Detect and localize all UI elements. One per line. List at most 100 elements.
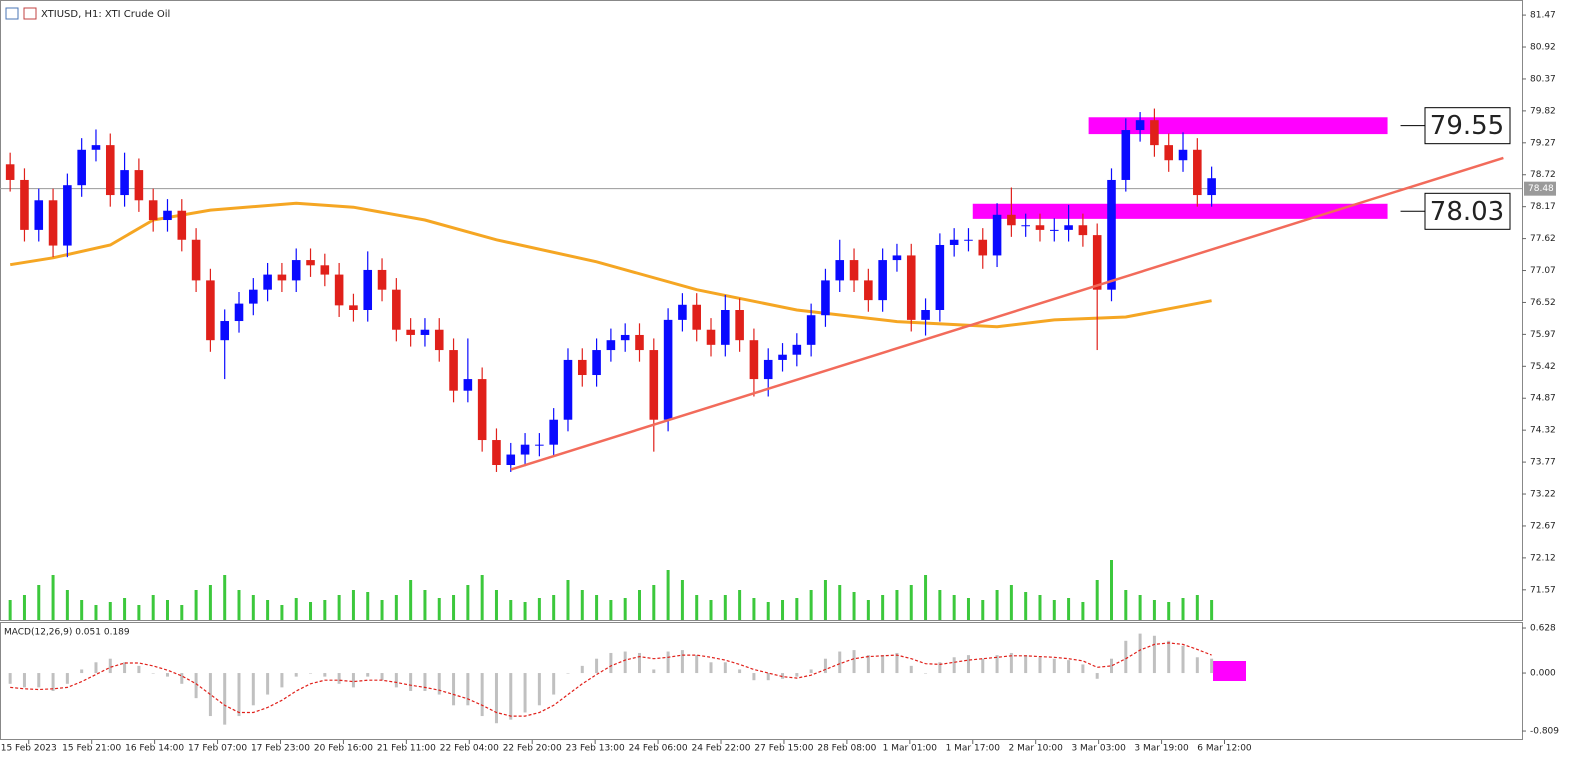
candle-body	[906, 255, 916, 320]
volume-bar	[94, 605, 98, 620]
macd-bar	[1095, 673, 1099, 679]
candle-body	[320, 265, 330, 275]
macd-bar	[123, 662, 127, 674]
macd-bar	[294, 673, 298, 677]
macd-bar	[351, 673, 355, 688]
volume-bar	[938, 590, 942, 620]
candle-body	[563, 359, 573, 420]
candle-body	[1193, 149, 1202, 196]
candle-body	[234, 303, 244, 322]
volume-bar	[323, 600, 327, 620]
macd-bar	[452, 673, 456, 706]
y-tick-label: 73.77	[1530, 458, 1556, 468]
macd-bar	[280, 673, 284, 688]
volume-bar	[852, 592, 856, 620]
volume-bar	[552, 595, 556, 620]
volume-bar	[423, 590, 427, 620]
candle-body	[806, 315, 816, 345]
macd-bar	[909, 665, 913, 674]
y-tick-label: -0.809	[1530, 727, 1559, 737]
macd-bar	[337, 673, 341, 684]
volume-bar	[566, 580, 570, 620]
volume-bar	[22, 595, 26, 620]
y-tick-label: 72.12	[1530, 553, 1556, 563]
chart-title: XTIUSD, H1: XTI Crude Oil	[41, 9, 170, 20]
y-tick-label: 73.22	[1530, 490, 1556, 500]
candle-body	[1207, 178, 1216, 196]
volume-bar	[895, 590, 899, 620]
volume-bar	[523, 602, 527, 620]
volume-bar	[1181, 598, 1185, 620]
macd-bar	[137, 665, 141, 674]
macd-bar	[995, 655, 999, 674]
macd-bar	[781, 673, 785, 679]
y-tick-label: 79.82	[1530, 106, 1556, 116]
y-tick-label: 74.87	[1530, 394, 1556, 404]
candle-body	[105, 145, 115, 196]
volume-bar	[1081, 602, 1085, 620]
macd-bar	[866, 655, 870, 674]
y-tick-label: 81.47	[1530, 11, 1556, 21]
y-tick-label: 75.42	[1530, 362, 1556, 372]
macd-bar	[537, 673, 541, 706]
y-tick-label: 75.97	[1530, 330, 1556, 340]
y-tick-label: 77.07	[1530, 266, 1556, 276]
macd-bar	[981, 658, 985, 674]
x-tick-label: 15 Feb 21:00	[62, 744, 121, 754]
icon	[23, 7, 37, 20]
volume-bar	[680, 580, 684, 620]
y-tick-label: 79.27	[1530, 138, 1556, 148]
macd-bar	[637, 652, 641, 674]
candle-body	[363, 269, 373, 310]
candle-body	[749, 340, 759, 380]
candle-body	[492, 440, 501, 465]
candle-body	[291, 260, 301, 281]
volume-bar	[351, 590, 355, 620]
candle-body	[177, 210, 187, 240]
candle-body	[821, 280, 830, 316]
volume-bar	[1067, 598, 1071, 620]
candle-body	[992, 214, 1002, 256]
volume-bar	[509, 600, 513, 620]
macd-bar	[895, 652, 899, 674]
candle-body	[549, 419, 558, 445]
macd-bar	[695, 655, 699, 674]
macd-bar	[37, 673, 41, 688]
x-tick-label: 27 Feb 15:00	[754, 744, 813, 754]
volume-bar	[723, 595, 727, 620]
candle-body	[520, 444, 530, 455]
volume-bar	[809, 590, 813, 620]
candle-body	[263, 274, 272, 290]
volume-bar	[165, 600, 169, 620]
volume-bar	[394, 595, 398, 620]
candle-body	[678, 304, 687, 320]
x-tick-label: 17 Feb 23:00	[251, 744, 310, 754]
candle-body	[434, 329, 444, 351]
candle-body	[148, 200, 158, 221]
candle-body	[1107, 179, 1116, 290]
macd-bar	[652, 669, 656, 674]
macd-bar	[208, 673, 212, 717]
volume-bar	[337, 595, 341, 620]
macd-bar	[22, 673, 26, 688]
candle-body	[878, 260, 887, 301]
macd-bar	[938, 662, 942, 674]
zone-label: 79.55	[1430, 111, 1504, 141]
volume-bar	[80, 600, 84, 620]
x-tick-label: 15 Feb 2023	[1, 744, 57, 754]
candle-body	[692, 304, 701, 330]
y-tick-label: 77.62	[1530, 234, 1556, 244]
x-tick-label: 20 Feb 16:00	[314, 744, 373, 754]
macd-bar	[1181, 645, 1185, 674]
y-tick-label: 80.37	[1530, 74, 1556, 84]
volume-bar	[280, 605, 284, 620]
header-icons	[5, 7, 37, 20]
candle-body	[334, 274, 344, 306]
volume-bar	[1038, 595, 1042, 620]
volume-bar	[537, 598, 541, 620]
candle-body	[1150, 120, 1159, 146]
volume-bar	[8, 600, 12, 620]
trendline	[510, 156, 1504, 471]
x-tick-label: 1 Mar 01:00	[883, 744, 938, 754]
macd-bar	[1124, 640, 1128, 674]
